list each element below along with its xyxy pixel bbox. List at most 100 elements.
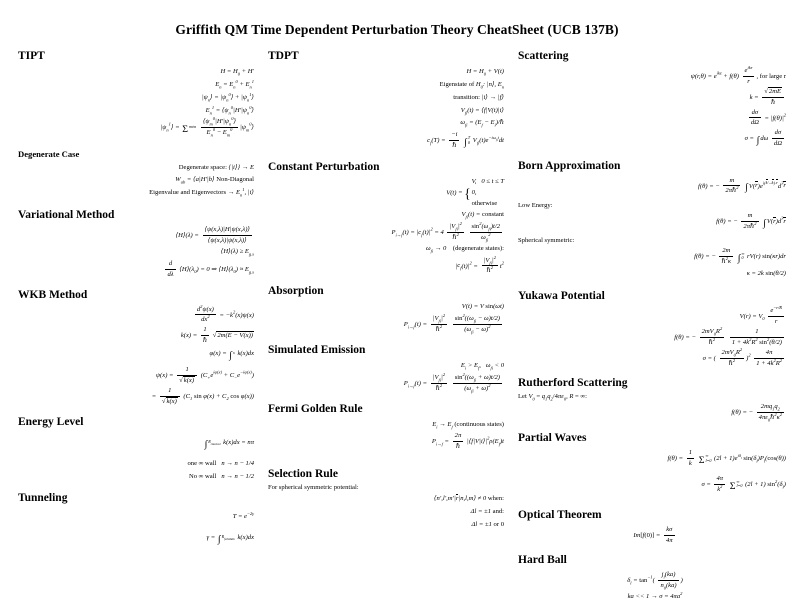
equation-rutherford-amplitude: f(θ) = − 2mq1q2 4πε0ℏ2κ2 — [731, 403, 784, 423]
section-heading-fermi-golden-rule: Fermi Golden Rule — [268, 402, 363, 415]
equation-kappa: κ = 2k sin(θ/2) — [746, 270, 786, 278]
spherical-symmetric-note: Spherical symmetric: — [518, 237, 575, 244]
equation-matrix-element: Vfi(t) = ⟨f|V(t)|i⟩ — [460, 106, 504, 115]
rutherford-note: Let V0 = q1q2/4πε0, R = ∞: — [518, 393, 587, 402]
born-approximation-equations: f(θ) = − m 2πℏ2 ∫V(r)ei(k′−k)·rd3r — [518, 176, 792, 198]
section-heading-tunneling: Tunneling — [18, 492, 68, 505]
absorption-equations: V(t) = V sin(ωt) Pi→f(t) = |Vfi|2 ℏ2 sin… — [268, 301, 510, 335]
equation-absorption-probability: Pi→f(t) = |Vfi|2 ℏ2 sin2((ωfi − ω)t/2) (… — [403, 312, 502, 335]
section-heading-born-approximation: Born Approximation — [518, 159, 621, 172]
section-heading-simulated-emission: Simulated Emission — [268, 343, 366, 356]
equation-wavenumber: k = √2mE ℏ — [518, 86, 792, 108]
equation-delta-m: Δl = ±1 or 0 — [471, 520, 504, 528]
equation-expectation-h: ⟨H⟩(λ) = ⟨ψ(x,λ)|H|ψ(x,λ)⟩ ⟨ψ(x,λ)|ψ(x,λ… — [175, 226, 252, 245]
section-heading-wkb-method: WKB Method — [18, 288, 88, 301]
equation-transition: transition: |i⟩ → |f⟩ — [453, 93, 504, 101]
equation-variational-bound: ⟨H⟩(λ) ≥ Eg.s — [220, 247, 254, 257]
yukawa-equations: V(r) = V0 e−r/R r f(θ) = − 2mV0R2 ℏ2 1 1… — [518, 304, 792, 368]
equation-emission-probability: Pi→f(t) = |Vfi|2 ℏ2 sin2((ωfi + ω)t/2) (… — [403, 371, 502, 393]
equation-transmission: T = e−2γ — [232, 511, 254, 521]
equation-degenerate-probability: |cf(t)|2 = |Vfi|2 ℏ2 t2 — [455, 254, 504, 275]
optical-theorem-equations: Im[f(0)] = kσ 4π — [518, 525, 792, 546]
selection-rule-equations: ⟨n′,l′,m′|r|n,l,m⟩ ≠ 0 when: Δl = ±1 and… — [268, 493, 510, 532]
equation-continuous-states: Ei → Ef (continuous states) — [432, 420, 504, 429]
equation-born-low-energy: f(θ) = − m 2πℏ2 ∫V(r)d3r — [716, 211, 786, 230]
hard-ball-equations: δl = tan−1( jl(ka) n0(ka) ) ka << 1 → σ … — [518, 570, 792, 604]
cheatsheet-page: Griffith QM Time Dependent Perturbation … — [0, 22, 794, 600]
equation-eigenstate: Eigenstate of H0: |n⟩, En — [439, 80, 504, 90]
fermi-golden-rule-equations: Ei → Ef (continuous states) Pi→f = 2π ℏ … — [268, 419, 510, 453]
equation-variational-minimize: d dλ ⟨H⟩(λ0) = 0 ⇒ ⟨H⟩(λ0) ≈ Eg.s — [165, 259, 254, 278]
energy-level-equations: ∫ Rclassical k(x)dx = nπ one ∞ wall n → n… — [18, 432, 260, 483]
column-tipt: TIPT H = H0 + H′ En = En0 + En1 |ψn⟩ = |… — [18, 50, 268, 608]
equation-born-spherical: f(θ) = − 2m ℏ2κ ∫ ∞ 0 rV(r) sin(κr)dr — [694, 247, 786, 265]
equation-yukawa-cross-section: σ = ( 2mV0R2 ℏ2 )2 4π 1 + 4k2R2 — [702, 346, 784, 367]
low-energy-note: Low Energy: — [518, 201, 553, 209]
section-heading-energy-level: Energy Level — [18, 415, 84, 428]
section-heading-rutherford-scattering: Rutherford Scattering — [518, 377, 628, 390]
equation-sinusoidal-potential: V(t) = V sin(ωt) — [461, 303, 504, 311]
equation-transition-probability: Pi→f(t) = |cf(t)|2 = 4 |Vfi|2 ℏ2 sin2(ωf… — [391, 220, 502, 243]
equation-omega-fi: ωfi = (Ef − Ei)/ℏ — [460, 119, 504, 128]
equation-wkb-phase: φ(x) = ∫ x k(x)dx — [209, 350, 254, 362]
section-heading-scattering: Scattering — [518, 50, 569, 62]
scattering-equations: ψ(r,θ) = eikz + f(θ) eikr r , for large … — [518, 65, 792, 151]
equation-first-order-energy: En1 = ⟨ψn0|H′|ψn0⟩ — [205, 104, 254, 115]
three-column-layout: TIPT H = H0 + H′ En = En0 + En1 |ψn⟩ = |… — [0, 50, 794, 608]
section-heading-variational-method: Variational Method — [18, 209, 115, 222]
tunneling-equations: T = e−2γ γ = ∫ Rforbidden k(x)dx — [18, 508, 260, 552]
equation-eigen: Eigenvalue and Eigenvectors → En1, |i⟩ — [149, 187, 254, 198]
equation-optical-theorem: Im[f(0)] = kσ 4π — [633, 525, 675, 544]
equation-wkb-schrodinger: d2ψ(x) dx2 = −k2(x)ψ(x) — [194, 303, 254, 324]
equation-square-pulse: V(t) = { V, 0 ≤ t ≤ T 0, otherwise — [446, 178, 504, 207]
equation-degenerate-limit: ωfi → 0 (degenerate states): — [426, 244, 504, 254]
constant-perturbation-equations: V(t) = { V, 0 ≤ t ≤ T 0, otherwise Vfi(t… — [268, 177, 510, 276]
equation-emission-condition: Ei > Ef, ωfi < 0 — [460, 361, 504, 371]
equation-golden-rule: Pi→f = 2π ℏ |⟨f|V|i⟩|2ρ(Ef)t — [431, 432, 504, 451]
equation-delta-l: Δl = ±1 and: — [470, 508, 504, 516]
tdpt-equations: H = H0 + V(t) Eigenstate of H0: |n⟩, En … — [268, 66, 510, 152]
equation-energy-expansion: En = En0 + En1 — [215, 78, 254, 90]
section-heading-hard-ball: Hard Ball — [518, 554, 567, 567]
section-heading-constant-perturbation: Constant Perturbation — [268, 161, 380, 174]
section-heading-tipt: TIPT — [18, 50, 45, 62]
equation-total-cross-section: σ = ∫dω dσ dΩ — [744, 129, 784, 148]
equation-yukawa-potential: V(r) = V0 e−r/R r — [739, 304, 784, 325]
equation-w-matrix: Wab = ⟨a|H′|b⟩ Non-Diagonal — [175, 176, 254, 185]
column-scattering: Scattering ψ(r,θ) = eikz + f(θ) eikr r ,… — [518, 50, 792, 608]
section-heading-selection-rule: Selection Rule — [268, 468, 338, 481]
equation-wkb-psi-exp: ψ(x) = 1 √k(x) (C+eiφ(x) + C−e−iφ(x)) — [155, 366, 254, 385]
simulated-emission-equations: Ei > Ef, ωfi < 0 Pi→f(t) = |Vfi|2 ℏ2 sin… — [268, 360, 510, 394]
selection-rule-note: For spherical symmetric potential: — [268, 484, 359, 492]
rutherford-equations: f(θ) = − 2mq1q2 4πε0ℏ2κ2 — [518, 402, 792, 423]
equation-hamiltonian: H = H0 + H′ — [220, 68, 254, 77]
equation-hard-ball-limit: ka << 1 → σ = 4πa2 — [627, 591, 683, 601]
born-spherical-equations: f(θ) = − 2m ℏ2κ ∫ ∞ 0 rV(r) sin(κr)dr κ = … — [518, 246, 792, 281]
equation-partial-wave-cross-section: σ = 4π k2 Σ ∞ l=0 (2l + 1) sin2(δl) — [701, 475, 786, 493]
equation-wkb-psi-trig: = 1 √k(x) (C1 sin φ(x) + C2 cos φ(x)) — [151, 387, 254, 406]
column-tdpt: TDPT H = H0 + V(t) Eigenstate of H0: |n⟩… — [268, 50, 518, 608]
tipt-equations: H = H0 + H′ En = En0 + En1 |ψn⟩ = |ψn0⟩ … — [18, 66, 260, 140]
section-heading-absorption: Absorption — [268, 285, 324, 298]
degenerate-case-equations: Degenerate space: {|i⟩} → E Wab = ⟨a|H′|… — [18, 162, 260, 201]
equation-dipole-matrix: ⟨n′,l′,m′|r|n,l,m⟩ ≠ 0 when: — [433, 494, 504, 503]
variational-equations: ⟨H⟩(λ) = ⟨ψ(x,λ)|H|ψ(x,λ)⟩ ⟨ψ(x,λ)|ψ(x,λ… — [18, 225, 260, 279]
section-heading-degenerate-case: Degenerate Case — [18, 148, 80, 159]
equation-yukawa-amplitude: f(θ) = − 2mV0R2 ℏ2 1 1 + 4k2R2 sin2(θ/2) — [674, 325, 784, 346]
equation-phase-shift: δl = tan−1( jl(ka) n0(ka) ) — [627, 571, 683, 591]
equation-degenerate-space: Degenerate space: {|i⟩} → E — [178, 163, 254, 171]
born-low-energy-equations: f(θ) = − m 2πℏ2 ∫V(r)d3r — [518, 211, 792, 233]
equation-gamma: γ = ∫ Rforbidden k(x)dx — [206, 533, 254, 545]
equation-bohr-sommerfeld: ∫ Rclassical k(x)dx = nπ — [204, 438, 254, 450]
page-title: Griffith QM Time Dependent Perturbation … — [175, 22, 619, 37]
equation-no-wall: No ∞ wall n → n − 1/2 — [188, 472, 254, 480]
equation-vfi-constant: Vfi(t) = constant — [461, 211, 505, 220]
equation-one-wall: one ∞ wall n → n − 1/4 — [187, 459, 254, 467]
section-heading-tdpt: TDPT — [268, 50, 299, 62]
equation-time-dependent-hamiltonian: H = H0 + V(t) — [466, 68, 504, 77]
